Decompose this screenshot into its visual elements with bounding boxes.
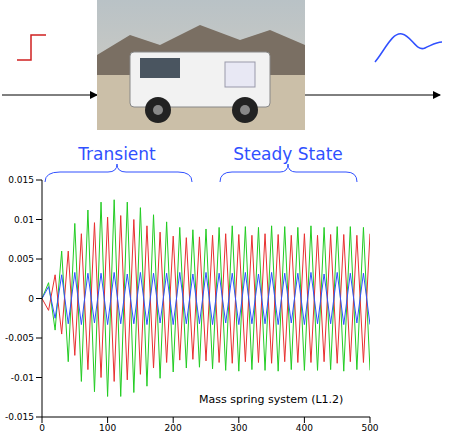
svg-text:-0.005: -0.005 bbox=[5, 333, 34, 343]
svg-text:0: 0 bbox=[39, 423, 45, 433]
svg-text:0: 0 bbox=[28, 294, 34, 304]
svg-text:200: 200 bbox=[165, 423, 182, 433]
svg-text:100: 100 bbox=[99, 423, 116, 433]
svg-text:400: 400 bbox=[296, 423, 313, 433]
svg-text:500: 500 bbox=[361, 423, 378, 433]
svg-text:-0.01: -0.01 bbox=[11, 373, 34, 383]
svg-text:300: 300 bbox=[230, 423, 247, 433]
html-text:Mass spring system (L1.2): Mass spring system (L1.2) bbox=[199, 393, 344, 406]
svg-text:-0.015: -0.015 bbox=[5, 412, 34, 422]
svg-text:Steady State: Steady State bbox=[233, 144, 343, 164]
svg-text:0.01: 0.01 bbox=[14, 215, 34, 225]
svg-text:0.015: 0.015 bbox=[8, 175, 34, 185]
svg-text:Transient: Transient bbox=[77, 144, 156, 164]
svg-text:0.005: 0.005 bbox=[8, 254, 34, 264]
